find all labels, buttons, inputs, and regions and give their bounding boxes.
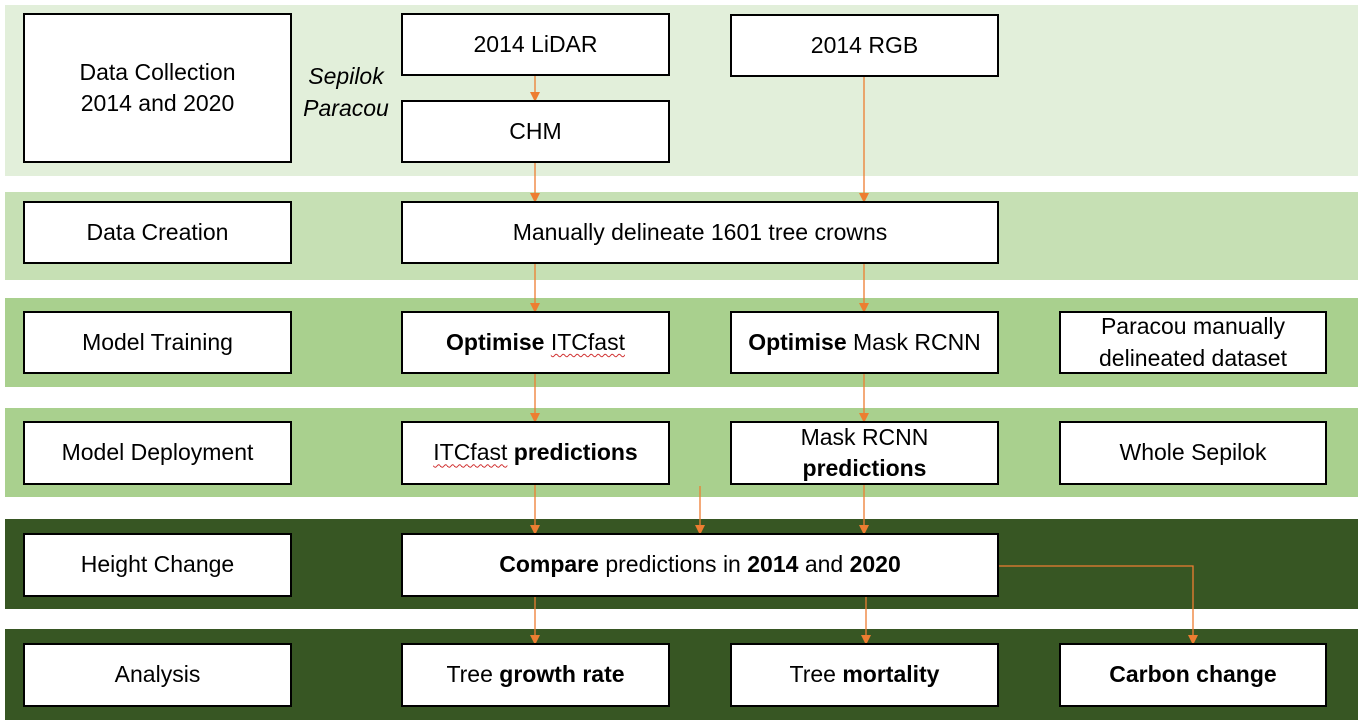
node-paracou-dataset: Paracou manually delineated dataset <box>1059 311 1327 374</box>
node-optimise-maskrcnn: Optimise Mask RCNN <box>730 311 999 374</box>
stage-height-change: Height Change <box>23 533 292 597</box>
node-carbon-change: Carbon change <box>1059 643 1327 707</box>
node-whole-sepilok: Whole Sepilok <box>1059 421 1327 485</box>
node-itcfast-predictions: ITCfast predictions <box>401 421 670 485</box>
stage-data-creation: Data Creation <box>23 201 292 264</box>
stage-model-deployment: Model Deployment <box>23 421 292 485</box>
stage-data-collection: Data Collection 2014 and 2020 <box>23 13 292 163</box>
node-maskrcnn-predictions: Mask RCNN predictions <box>730 421 999 485</box>
node-mortality: Tree mortality <box>730 643 999 707</box>
site-sepilok: Sepilok <box>308 63 384 89</box>
stage-model-training: Model Training <box>23 311 292 374</box>
stage-analysis: Analysis <box>23 643 292 707</box>
site-labels: Sepilok Paracou <box>296 60 396 124</box>
node-delineate: Manually delineate 1601 tree crowns <box>401 201 999 264</box>
node-chm: CHM <box>401 100 670 163</box>
arrow-compare-carbon <box>998 565 1198 645</box>
node-compare: Compare predictions in 2014 and 2020 <box>401 533 999 597</box>
node-optimise-itcfast: Optimise ITCfast <box>401 311 670 374</box>
node-lidar: 2014 LiDAR <box>401 13 670 76</box>
node-growth-rate: Tree growth rate <box>401 643 670 707</box>
site-paracou: Paracou <box>303 95 389 122</box>
node-rgb: 2014 RGB <box>730 14 999 77</box>
